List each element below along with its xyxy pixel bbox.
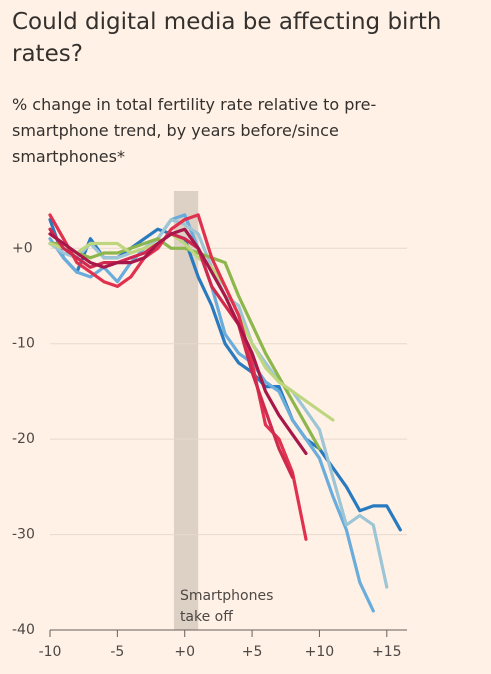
shade-band [173,191,199,630]
x-tick-label: +15 [372,644,402,660]
x-tick-label: -5 [110,644,124,660]
y-tick-label: +0 [12,240,33,256]
x-tick-label: +5 [242,644,263,660]
y-tick-label: -30 [12,527,35,543]
chart-subtitle: % change in total fertility rate relativ… [12,95,377,166]
series-line [48,232,335,422]
y-tick-label: -20 [12,431,35,447]
series-line [48,227,308,455]
y-tick-label: -10 [12,336,35,352]
annotation: take off [180,609,233,625]
series-line [48,237,321,451]
x-tick-label: +10 [305,644,335,660]
x-tick-label: -10 [39,644,62,660]
series-line [48,213,308,541]
y-tick-label: -40 [12,622,35,638]
x-tick-label: +0 [174,644,195,660]
chart-title: Could digital media be affecting birth r… [12,9,442,67]
annotation: Smartphones [180,588,273,604]
